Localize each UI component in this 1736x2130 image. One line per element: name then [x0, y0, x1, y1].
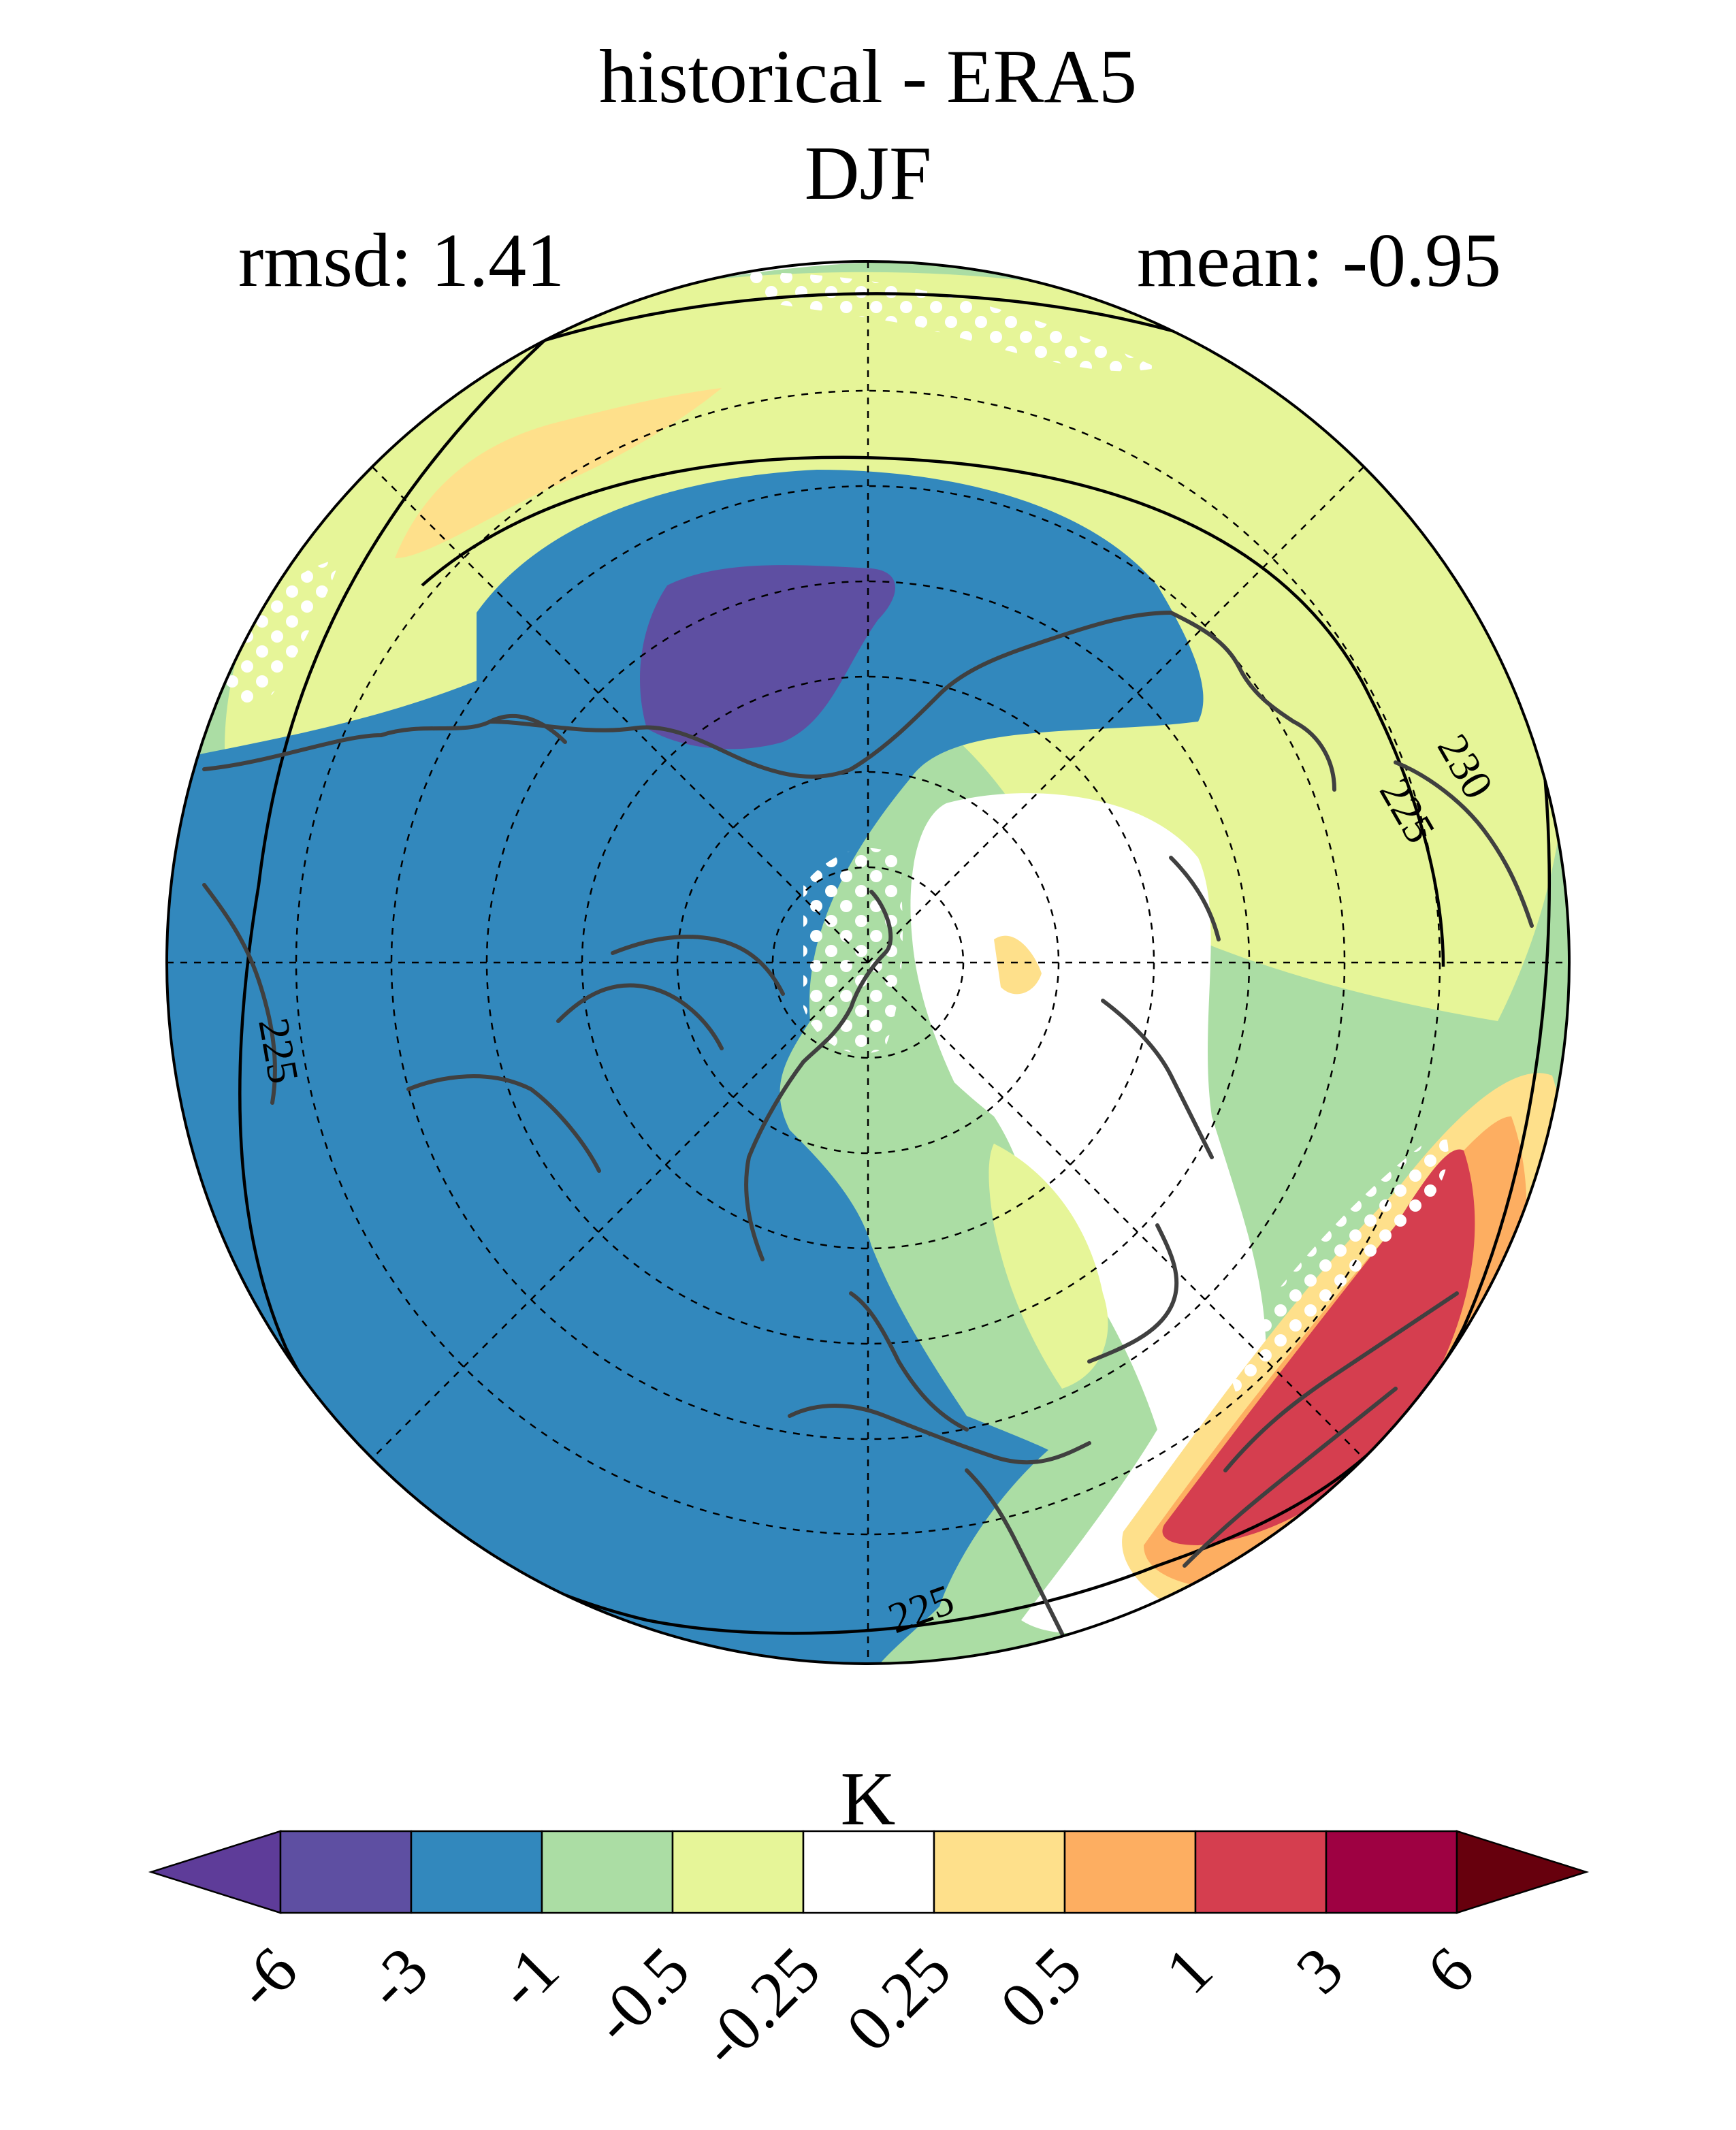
- region-warm-tibet: [994, 935, 1042, 995]
- colorbar-tick-label: 0.5: [986, 1933, 1095, 2042]
- colorbar-swatch: [671, 1830, 805, 1914]
- colorbar-tick-label: 0.25: [832, 1933, 964, 2065]
- colorbar-swatch: [1194, 1830, 1328, 1914]
- colorbar-tick-label: -6: [221, 1933, 311, 2022]
- contour-label-225-west: 225: [249, 1014, 308, 1087]
- colorbar-tick-label: -1: [483, 1933, 573, 2022]
- colorbar-extend-low: [148, 1830, 282, 1914]
- colorbar: K -6 -3 -1 -0.5-0.250.25 0.5 1 3 6: [148, 1757, 1590, 2080]
- region-near-zero-asia: [910, 793, 1285, 1634]
- rmsd-label: rmsd: 1.41: [238, 219, 564, 303]
- colorbar-tick-labels: -6 -3 -1 -0.5-0.250.25 0.5 1 3 6: [221, 1933, 1488, 2080]
- colorbar-swatch: [933, 1830, 1066, 1914]
- colorbar-swatch: [1063, 1830, 1197, 1914]
- colorbar-swatch: [279, 1830, 413, 1914]
- region-cold-blue: [167, 470, 1204, 1664]
- stipple-east: [1225, 1130, 1449, 1402]
- colorbar-tick-label: -0.5: [579, 1933, 703, 2057]
- polar-map: 225 225 225 230: [165, 260, 1571, 1665]
- colorbar-tick-label: 3: [1282, 1933, 1357, 2007]
- region-warm-pacific: [395, 388, 722, 558]
- colorbar-tick-label: 6: [1413, 1933, 1488, 2007]
- stipple-pacific: [225, 558, 340, 704]
- colorbar-extend-high: [1456, 1830, 1590, 1914]
- graticule: [167, 261, 1569, 1664]
- colorbar-units-label: K: [841, 1757, 896, 1841]
- colorbar-swatch: [802, 1830, 935, 1914]
- title-line2: DJF: [805, 131, 932, 216]
- mean-label: mean: -0.95: [1137, 219, 1501, 303]
- contour-225-inner: [421, 455, 1445, 967]
- colorbar-swatch: [541, 1830, 674, 1914]
- colorbar-swatch: [410, 1830, 543, 1914]
- stipple-north: [749, 272, 1157, 372]
- title-line1: historical - ERA5: [599, 35, 1137, 119]
- colorbar-tick-label: 1: [1151, 1933, 1226, 2007]
- coastlines: [202, 611, 1534, 1636]
- map-border: [165, 260, 1571, 1665]
- colorbar-tick-label: -0.25: [686, 1933, 834, 2080]
- colorbar-tick-label: -3: [352, 1933, 442, 2022]
- anomaly-field: [167, 261, 1569, 1664]
- region-warm-red: [1162, 1149, 1475, 1545]
- colorbar-swatches: [148, 1830, 1590, 1914]
- colorbar-swatch: [1325, 1830, 1458, 1914]
- region-cold-purple: [640, 565, 895, 749]
